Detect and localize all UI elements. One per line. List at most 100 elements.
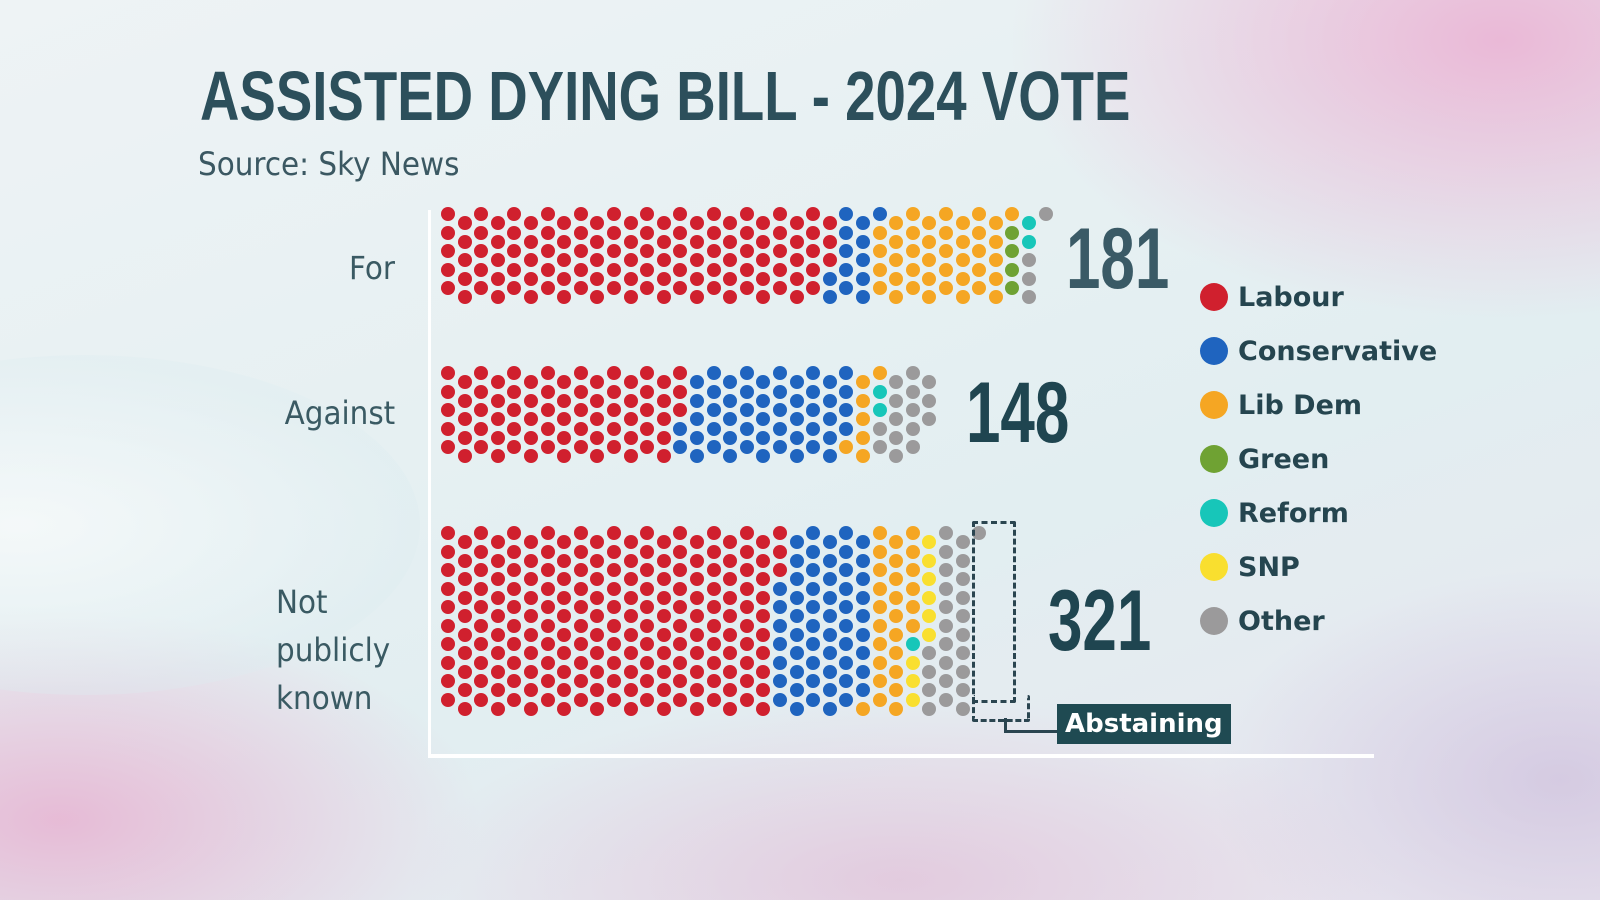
vote-dot (507, 655, 522, 670)
vote-dot (806, 637, 821, 651)
vote-dot (524, 253, 538, 267)
vote-dot (872, 563, 887, 577)
vote-dot (723, 627, 738, 642)
vote-dot (623, 609, 638, 623)
vote-dot (806, 244, 821, 258)
vote-dot (590, 412, 605, 426)
vote-dot (540, 618, 555, 633)
vote-dot (656, 683, 671, 697)
vote-dot (756, 430, 771, 445)
vote-dot (1005, 262, 1020, 277)
vote-dot (457, 393, 472, 408)
vote-dot (839, 674, 854, 688)
vote-dot (872, 440, 887, 454)
vote-dot (1022, 271, 1036, 286)
vote-dot (640, 225, 655, 240)
vote-dot (889, 609, 904, 623)
vote-dot (922, 412, 937, 426)
vote-dot (856, 253, 870, 267)
vote-dot (822, 393, 837, 408)
vote-dot (573, 403, 588, 417)
vote-dot (756, 553, 771, 568)
vote-dot (623, 590, 638, 605)
vote-dot (474, 207, 489, 221)
vote-dot (806, 207, 821, 221)
vote-dot (673, 225, 688, 240)
vote-dot (922, 590, 937, 605)
vote-dot (524, 535, 538, 549)
vote-dot (723, 393, 738, 408)
vote-dot (441, 600, 455, 614)
vote-dot (905, 403, 920, 417)
vote-dot (441, 403, 455, 417)
vote-dot (822, 609, 837, 623)
vote-dot (573, 637, 588, 651)
vote-dot (955, 290, 970, 304)
vote-dot (706, 384, 721, 399)
vote-dot (773, 637, 787, 651)
abstaining-connector-line (1004, 718, 1059, 733)
vote-dot (690, 290, 704, 304)
vote-dot (939, 600, 953, 614)
legend-item-snp: SNP (1200, 540, 1437, 594)
chart-source: Source: Sky News (198, 145, 460, 183)
vote-dot (856, 412, 870, 426)
vote-dot (839, 544, 854, 559)
vote-dot (706, 581, 721, 596)
vote-dot (457, 553, 472, 568)
vote-dot (739, 421, 754, 436)
vote-dot (822, 430, 837, 445)
vote-dot (773, 281, 787, 295)
vote-dot (922, 234, 937, 249)
legend-label: Lib Dem (1238, 389, 1363, 421)
vote-dot (441, 421, 455, 436)
vote-dot (690, 271, 704, 286)
vote-dot (573, 440, 588, 454)
legend-label: Conservative (1238, 335, 1438, 367)
vote-dot (1022, 216, 1036, 230)
vote-dot (905, 281, 920, 295)
vote-dot (839, 384, 854, 399)
vote-dot (590, 271, 605, 286)
vote-dot (507, 281, 522, 295)
vote-dot (490, 553, 505, 568)
vote-dot (590, 627, 605, 642)
vote-dot (905, 384, 920, 399)
total-against: 148 (966, 365, 1070, 461)
vote-dot (557, 375, 572, 389)
vote-dot (640, 421, 655, 436)
vote-dot (739, 692, 754, 707)
vote-dot (822, 271, 837, 286)
vote-dot (673, 544, 688, 559)
vote-dot (573, 207, 588, 221)
vote-dot (623, 234, 638, 249)
vote-dot (524, 412, 538, 426)
vote-dot (607, 262, 621, 277)
vote-dot (856, 271, 870, 286)
vote-dot (856, 375, 870, 389)
vote-dot (706, 692, 721, 707)
vote-dot (640, 618, 655, 633)
vote-dot (573, 384, 588, 399)
vote-dot (806, 384, 821, 399)
vote-dot (955, 683, 970, 697)
vote-dot (872, 281, 887, 295)
row-label-for: For (349, 249, 395, 287)
vote-dot (955, 216, 970, 230)
vote-dot (640, 637, 655, 651)
vote-dot (507, 544, 522, 559)
vote-dot (557, 271, 572, 286)
vote-dot (656, 393, 671, 408)
vote-dot (939, 244, 953, 258)
vote-dot (557, 253, 572, 267)
vote-dot (839, 655, 854, 670)
vote-dot (773, 600, 787, 614)
vote-dot (939, 544, 953, 559)
vote-dot (822, 590, 837, 605)
vote-dot (623, 393, 638, 408)
vote-dot (590, 290, 605, 304)
vote-dot (839, 440, 854, 454)
vote-dot (673, 421, 688, 436)
vote-dot (872, 225, 887, 240)
vote-dot (939, 225, 953, 240)
